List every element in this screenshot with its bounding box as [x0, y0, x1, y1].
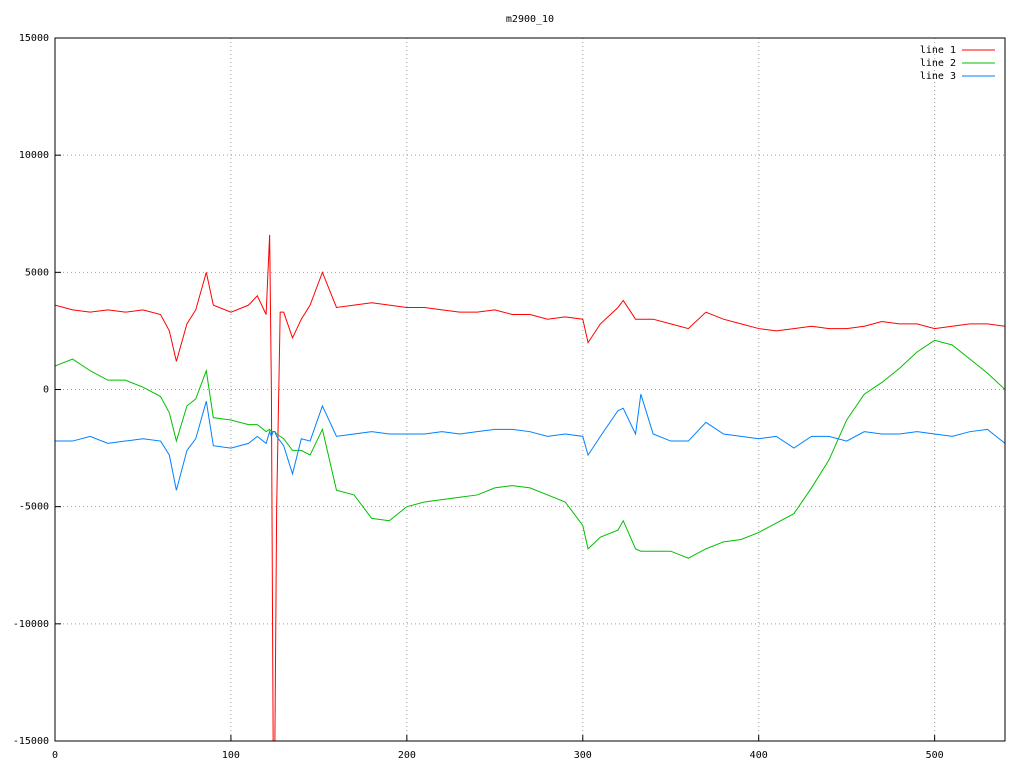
line-series: [55, 234, 1005, 741]
y-tick-label: 15000: [19, 33, 49, 44]
y-tick-label: 5000: [25, 267, 49, 278]
y-tick-label: -15000: [13, 736, 49, 747]
y-tick-label: -5000: [19, 502, 49, 513]
x-tick-label: 400: [750, 750, 768, 761]
chart-title: m2900_10: [506, 14, 554, 25]
y-tick-label: -10000: [13, 619, 49, 630]
y-tick-label: 0: [43, 385, 49, 396]
x-tick-label: 0: [52, 750, 58, 761]
legend-label: line 2: [920, 58, 956, 69]
y-tick-label: 10000: [19, 150, 49, 161]
x-tick-label: 100: [222, 750, 240, 761]
plot-frame: [54, 37, 1006, 742]
line-series: [55, 394, 1005, 491]
x-tick-label: 500: [926, 750, 944, 761]
legend-label: line 1: [920, 45, 956, 56]
line-series: [55, 339, 1005, 559]
x-tick-label: 200: [398, 750, 416, 761]
x-tick-label: 300: [574, 750, 592, 761]
legend-label: line 3: [920, 71, 956, 82]
